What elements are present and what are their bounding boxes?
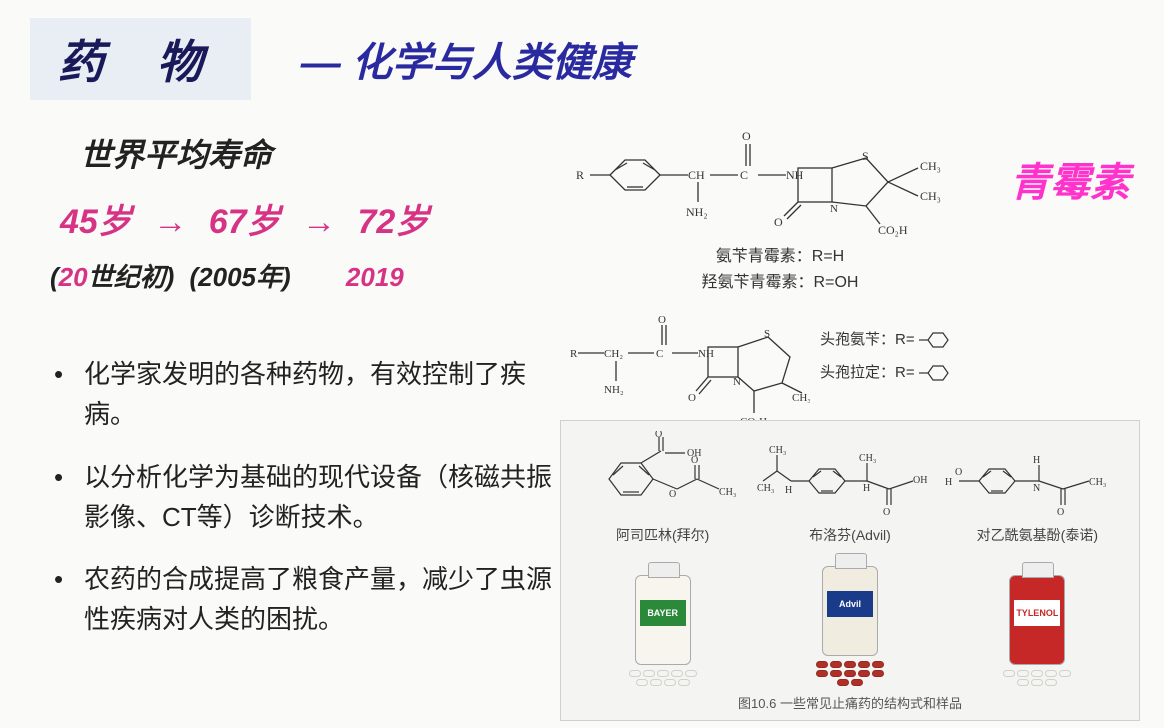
- svg-text:NH: NH: [698, 348, 714, 360]
- age-2: 67岁: [209, 203, 281, 241]
- pills-tylenol: [1002, 669, 1072, 687]
- svg-text:S: S: [862, 149, 869, 163]
- svg-text:CH₃: CH₃: [920, 159, 941, 173]
- arrow-icon: →: [153, 203, 187, 241]
- svg-text:N: N: [830, 203, 838, 215]
- svg-text:H: H: [785, 485, 792, 496]
- svg-text:O: O: [688, 392, 696, 404]
- svg-text:N: N: [733, 376, 741, 388]
- svg-text:O: O: [655, 431, 662, 440]
- life-expectancy-heading: 世界平均寿命: [80, 130, 560, 176]
- svg-text:NH₂: NH₂: [686, 205, 708, 219]
- drug-name-ibuprofen: 布洛芬(Advil): [756, 525, 943, 545]
- svg-text:CH₂: CH₂: [604, 348, 623, 360]
- svg-text:CH: CH: [688, 168, 705, 182]
- age-1: 45岁: [60, 203, 132, 241]
- svg-text:CH₃: CH₃: [1089, 477, 1106, 488]
- svg-text:H: H: [945, 477, 952, 488]
- svg-text:CH₃: CH₃: [757, 483, 774, 494]
- acetaminophen-structure: H O H N O CH₃: [945, 431, 1131, 521]
- chem-label: 头孢氨苄：R=: [820, 323, 953, 356]
- painkiller-structures: O OH O O CH₃: [569, 431, 1131, 521]
- life-expectancy-years: (20世纪初) (2005年) 2019: [50, 257, 560, 294]
- svg-text:C: C: [740, 168, 748, 182]
- cephalosporin-structure: R CH₂ NH₂ C O NH O N S CH₃ CO₂H: [570, 313, 810, 433]
- svg-text:N: N: [1033, 483, 1040, 494]
- svg-text:CH₃: CH₃: [769, 445, 786, 456]
- page-subtitle: — 化学与人类健康: [301, 30, 632, 88]
- cephalosporin-row: R CH₂ NH₂ C O NH O N S CH₃ CO₂H: [570, 313, 990, 433]
- left-column: 世界平均寿命 45岁 → 67岁 → 72岁 (20世纪初) (2005年) 2…: [20, 120, 560, 662]
- bullet-item: 化学家发明的各种药物，有效控制了疾病。: [50, 354, 560, 435]
- svg-text:C: C: [656, 348, 663, 360]
- svg-text:CH₃: CH₃: [719, 487, 736, 498]
- content: 世界平均寿命 45岁 → 67岁 → 72岁 (20世纪初) (2005年) 2…: [0, 110, 1164, 662]
- drug-name-acetaminophen: 对乙酰氨基酚(泰诺): [944, 525, 1131, 545]
- chem-label: 羟氨苄青霉素：R=OH: [570, 270, 990, 296]
- age-3: 72岁: [357, 203, 429, 241]
- bullet-list: 化学家发明的各种药物，有效控制了疾病。 以分析化学为基础的现代设备（核磁共振影像…: [50, 354, 560, 640]
- aspirin-structure: O OH O O CH₃: [569, 431, 755, 521]
- arrow-icon: →: [302, 203, 336, 241]
- cyclohexene-icon: [919, 362, 953, 384]
- svg-text:O: O: [1057, 507, 1064, 518]
- penicillin-structure-1-labels: 氨苄青霉素：R=H 羟氨苄青霉素：R=OH: [570, 244, 990, 295]
- svg-text:O: O: [742, 129, 751, 143]
- bottle-label: TYLENOL: [1014, 600, 1060, 626]
- svg-text:CO₂H: CO₂H: [878, 223, 908, 237]
- chem-label: 氨苄青霉素：R=H: [570, 244, 990, 270]
- chemistry-block: R CH NH₂ C O NH O N S CH₃ CH₃ CO₂H: [570, 120, 990, 433]
- svg-text:O: O: [658, 314, 666, 326]
- svg-text:CH₃: CH₃: [859, 453, 876, 464]
- bullet-item: 以分析化学为基础的现代设备（核磁共振影像、CT等）诊断技术。: [50, 457, 560, 538]
- bottle-label: Advil: [827, 591, 873, 617]
- svg-text:CH₃: CH₃: [920, 189, 941, 203]
- life-expectancy-ages: 45岁 → 67岁 → 72岁: [60, 194, 560, 243]
- bottle-label: BAYER: [640, 600, 686, 626]
- ibuprofen-structure: CH₃ CH₃ H CH₃ H O OH: [755, 431, 945, 521]
- chem-label: 头孢拉定：R=: [820, 356, 953, 389]
- svg-text:O: O: [691, 455, 698, 466]
- svg-text:S: S: [764, 328, 770, 340]
- pills-advil: [815, 660, 885, 687]
- drug-name-aspirin: 阿司匹林(拜尔): [569, 525, 756, 545]
- header: 药 物 — 化学与人类健康: [0, 0, 1164, 110]
- right-column: 青霉素: [560, 120, 1140, 662]
- svg-text:NH: NH: [786, 168, 804, 182]
- svg-text:H: H: [863, 483, 870, 494]
- year-2: (2005年): [190, 262, 291, 292]
- pills-bayer: [628, 669, 698, 687]
- svg-text:OH: OH: [913, 475, 927, 486]
- penicillin-structure-1: R CH NH₂ C O NH O N S CH₃ CH₃ CO₂H: [570, 120, 990, 240]
- page-title-box: 药 物: [30, 18, 251, 100]
- svg-text:R: R: [570, 348, 578, 360]
- painkiller-names: 阿司匹林(拜尔) 布洛芬(Advil) 对乙酰氨基酚(泰诺): [569, 525, 1131, 545]
- svg-text:O: O: [669, 489, 676, 500]
- bullet-item: 农药的合成提高了粮食产量，减少了虫源性疾病对人类的困扰。: [50, 559, 560, 640]
- painkiller-panel: O OH O O CH₃: [560, 420, 1140, 721]
- svg-text:NH₂: NH₂: [604, 384, 624, 396]
- svg-text:O: O: [955, 467, 962, 478]
- svg-text:CH₃: CH₃: [792, 392, 810, 404]
- svg-text:R: R: [576, 168, 584, 182]
- year-3: 2019: [346, 262, 404, 292]
- cephalosporin-labels: 头孢氨苄：R= 头孢拉定：R=: [820, 313, 953, 433]
- penicillin-label: 青霉素: [1010, 150, 1130, 208]
- bottle-tylenol: TYLENOL: [944, 557, 1131, 687]
- svg-text:O: O: [774, 215, 783, 229]
- panel-caption: 图10.6 一些常见止痛药的结构式和样品: [569, 693, 1131, 712]
- bottle-advil: Advil: [756, 557, 943, 687]
- svg-text:H: H: [1033, 455, 1040, 466]
- svg-text:O: O: [883, 507, 890, 518]
- bottle-bayer: BAYER: [569, 557, 756, 687]
- year-1: (20世纪初): [50, 262, 174, 292]
- bottle-row: BAYER Advil TYLENOL: [569, 557, 1131, 687]
- benzene-icon: [919, 329, 953, 351]
